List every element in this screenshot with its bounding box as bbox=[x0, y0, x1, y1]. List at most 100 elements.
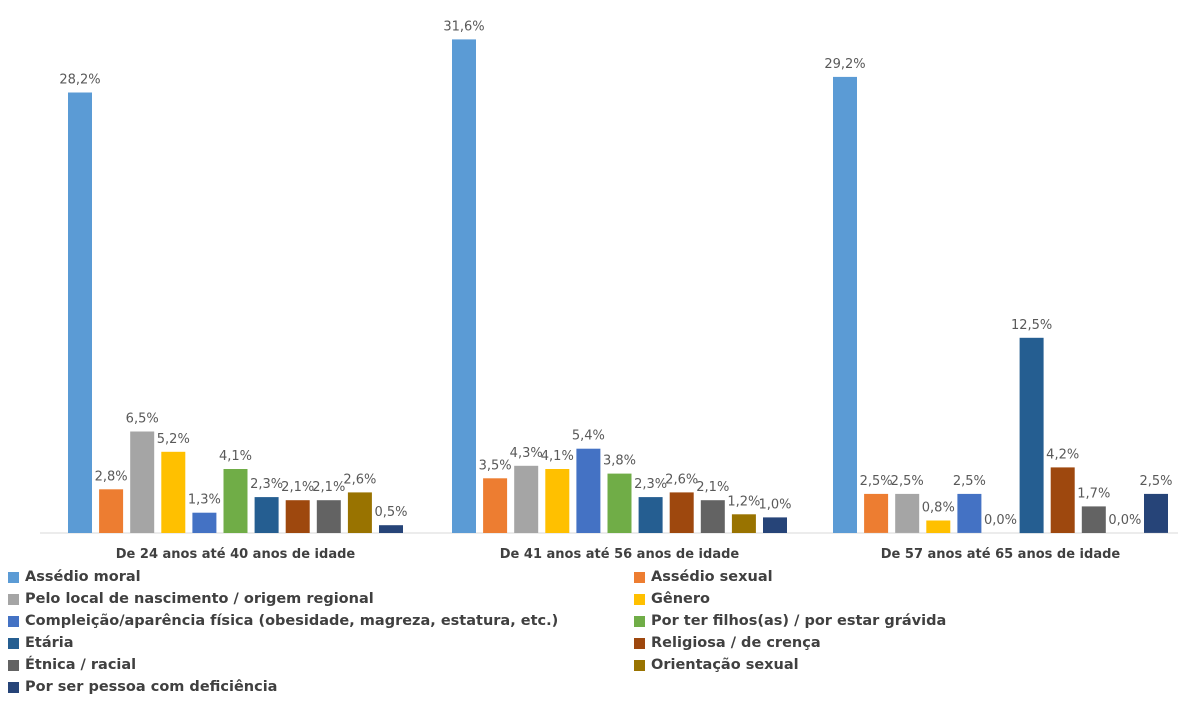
bar-6-group-2 bbox=[607, 473, 632, 533]
bar-2-group-3 bbox=[864, 493, 889, 533]
bar-7-group-1 bbox=[254, 497, 279, 533]
bar-8-group-3 bbox=[1050, 467, 1075, 533]
legend-swatch bbox=[8, 681, 19, 693]
legend-item: Compleição/aparência física (obesidade, … bbox=[8, 610, 558, 632]
data-label: 2,3% bbox=[250, 477, 283, 492]
bar-4-group-1 bbox=[161, 451, 186, 533]
bars-group bbox=[68, 39, 1168, 534]
legend-item: Etária bbox=[8, 632, 74, 654]
legend-item: Assédio sexual bbox=[634, 566, 773, 588]
data-label: 0,8% bbox=[922, 501, 955, 516]
legend-item: Assédio moral bbox=[8, 566, 141, 588]
legend-label: Por ter filhos(as) / por estar grávida bbox=[651, 613, 947, 629]
legend-swatch bbox=[8, 593, 19, 605]
data-label: 0,0% bbox=[1108, 513, 1141, 528]
bar-1-group-3 bbox=[833, 76, 857, 534]
legend-label: Etária bbox=[25, 635, 74, 651]
legend-label: Pelo local de nascimento / origem region… bbox=[25, 591, 374, 607]
legend: Assédio moral Assédio sexual Pelo local de… bbox=[8, 566, 1168, 726]
legend-swatch bbox=[634, 593, 645, 605]
data-label: 0,0% bbox=[984, 513, 1017, 528]
legend-item: Orientação sexual bbox=[634, 654, 799, 676]
bar-11-group-2 bbox=[763, 517, 787, 533]
legend-swatch bbox=[634, 571, 645, 583]
legend-label: Gênero bbox=[651, 591, 711, 607]
bar-11-group-1 bbox=[379, 525, 403, 533]
legend-item: Étnica / racial bbox=[8, 654, 136, 676]
legend-item: Religiosa / de crença bbox=[634, 632, 821, 654]
data-label: 28,2% bbox=[59, 73, 100, 88]
legend-label: Orientação sexual bbox=[651, 657, 799, 673]
bar-8-group-2 bbox=[669, 492, 694, 533]
legend-item: Por ter filhos(as) / por estar grávida bbox=[634, 610, 946, 632]
bar-10-group-2 bbox=[731, 514, 756, 533]
legend-item: Pelo local de nascimento / origem region… bbox=[8, 588, 374, 610]
data-label: 2,1% bbox=[312, 480, 345, 495]
bar-6-group-1 bbox=[223, 469, 248, 533]
legend-swatch bbox=[8, 637, 19, 649]
bar-3-group-3 bbox=[895, 493, 920, 533]
data-label: 2,3% bbox=[634, 477, 667, 492]
bar-9-group-1 bbox=[316, 500, 341, 533]
bar-2-group-1 bbox=[99, 489, 124, 533]
data-label: 4,2% bbox=[1046, 447, 1079, 462]
legend-label: Étnica / racial bbox=[25, 657, 137, 673]
data-label: 6,5% bbox=[126, 412, 159, 427]
data-label: 2,1% bbox=[696, 480, 729, 495]
bar-8-group-1 bbox=[285, 500, 310, 533]
data-label: 31,6% bbox=[443, 19, 484, 34]
data-label: 4,3% bbox=[510, 446, 543, 461]
bar-5-group-1 bbox=[192, 512, 217, 533]
data-label: 2,5% bbox=[1139, 474, 1172, 489]
bar-3-group-2 bbox=[514, 465, 539, 533]
bar-4-group-3 bbox=[926, 520, 951, 533]
data-label: 2,5% bbox=[860, 474, 893, 489]
data-label: 5,4% bbox=[572, 429, 605, 444]
legend-swatch bbox=[634, 659, 645, 671]
data-label: 3,5% bbox=[479, 458, 512, 473]
category-label: De 57 anos até 65 anos de idade bbox=[881, 547, 1121, 560]
legend-swatch bbox=[8, 659, 19, 671]
data-label: 1,2% bbox=[727, 494, 760, 509]
bar-9-group-3 bbox=[1081, 506, 1106, 533]
data-label: 1,7% bbox=[1077, 486, 1110, 501]
legend-label: Compleição/aparência física (obesidade, … bbox=[25, 613, 559, 629]
legend-label: Assédio moral bbox=[25, 569, 141, 585]
data-label: 5,2% bbox=[157, 432, 190, 447]
legend-label: Religiosa / de crença bbox=[651, 635, 821, 651]
bar-5-group-2 bbox=[576, 448, 601, 533]
legend-item: Gênero bbox=[634, 588, 710, 610]
data-label: 2,1% bbox=[281, 480, 314, 495]
legend-label: Por ser pessoa com deficiência bbox=[25, 679, 278, 695]
data-label: 2,6% bbox=[665, 472, 698, 487]
data-labels-group: 28,2%2,8%6,5%5,2%1,3%4,1%2,3%2,1%2,1%2,6… bbox=[59, 19, 1172, 528]
category-label: De 41 anos até 56 anos de idade bbox=[500, 547, 740, 560]
category-labels-group: De 24 anos até 40 anos de idade De 41 ano… bbox=[116, 547, 1121, 560]
bar-1-group-1 bbox=[68, 92, 92, 533]
data-label: 2,8% bbox=[95, 469, 128, 484]
legend-swatch bbox=[634, 615, 645, 627]
bar-10-group-1 bbox=[347, 492, 372, 533]
bar-4-group-2 bbox=[545, 469, 570, 533]
data-label: 4,1% bbox=[219, 449, 252, 464]
bar-11-group-3 bbox=[1144, 493, 1168, 533]
data-label: 29,2% bbox=[824, 57, 865, 72]
data-label: 2,6% bbox=[343, 472, 376, 487]
data-label: 0,5% bbox=[374, 505, 407, 520]
data-label: 12,5% bbox=[1011, 318, 1052, 333]
bar-2-group-2 bbox=[483, 478, 508, 533]
legend-swatch bbox=[8, 571, 19, 583]
data-label: 1,0% bbox=[758, 497, 791, 512]
data-label: 1,3% bbox=[188, 493, 221, 508]
legend-swatch bbox=[8, 615, 19, 627]
bar-1-group-2 bbox=[452, 39, 476, 534]
bar-7-group-2 bbox=[638, 497, 663, 533]
data-label: 3,8% bbox=[603, 454, 636, 469]
legend-item: Por ser pessoa com deficiência bbox=[8, 676, 277, 698]
bar-3-group-1 bbox=[130, 431, 155, 533]
data-label: 2,5% bbox=[891, 474, 924, 489]
bar-9-group-2 bbox=[700, 500, 725, 533]
bar-chart: 28,2%2,8%6,5%5,2%1,3%4,1%2,3%2,1%2,1%2,6… bbox=[40, 19, 1178, 560]
category-label: De 24 anos até 40 anos de idade bbox=[116, 547, 356, 560]
bar-7-group-3 bbox=[1019, 337, 1044, 534]
